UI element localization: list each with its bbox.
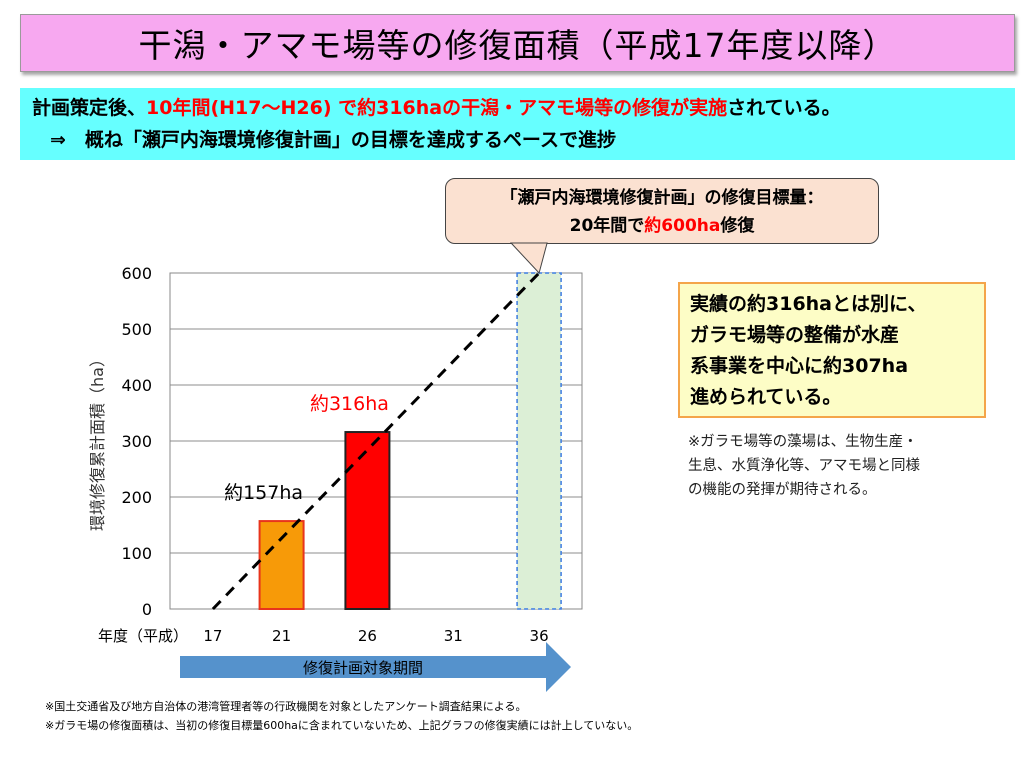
y-axis-label: 環境修復累計面積（ha） <box>88 351 107 531</box>
y-tick-label: 100 <box>121 544 152 563</box>
footnote-2: ※ガラモ場の修復面積は、当初の修復目標量600haに含まれていないため、上記グラ… <box>45 719 639 732</box>
summary-line-2: ⇒ 概ね「瀬戸内海環境修復計画」の目標を達成するペースで進捗 <box>50 129 616 151</box>
period-arrow-label: 修復計画対象期間 <box>303 659 423 677</box>
y-tick-label: 300 <box>121 432 152 451</box>
seaweed-bed-box: 実績の約316haとは別に、 ガラモ場等の整備が水産 系事業を中心に約307ha… <box>678 282 986 418</box>
y-tick-label: 600 <box>121 264 152 283</box>
seaweed-note: ※ガラモ場等の藻場は、生物生産・ 生息、水質浄化等、アマモ場と同様 の機能の発揮… <box>688 430 993 502</box>
period-arrow <box>180 642 571 692</box>
summary-box: 計画策定後、10年間(H17～H26) で約316haの干潟・アマモ場等の修復が… <box>20 88 1015 160</box>
note-line-1: ※ガラモ場等の藻場は、生物生産・ <box>688 434 918 450</box>
callout-line-2: 20年間で約600ha修復 <box>446 212 878 240</box>
footnotes: ※国土交通省及び地方自治体の港湾管理者等の行政機関を対象としたアンケート調査結果… <box>45 697 638 735</box>
target-callout: 「瀬戸内海環境修復計画」の修復目標量： 20年間で約600ha修復 <box>445 178 879 244</box>
title-box: 干潟・アマモ場等の修復面積（平成17年度以降） <box>20 14 1015 72</box>
x-axis-label: 年度（平成） <box>98 627 188 645</box>
chart-bars <box>258 272 562 611</box>
summary-text-highlight: 10年間(H17～H26) で約316haの干潟・アマモ場等の修復が実施 <box>146 97 728 119</box>
target-line <box>211 271 541 611</box>
footnote-1: ※国土交通省及び地方自治体の港湾管理者等の行政機関を対象としたアンケート調査結果… <box>45 700 527 713</box>
callout-line-1: 「瀬戸内海環境修復計画」の修復目標量： <box>500 188 824 208</box>
page-title: 干潟・アマモ場等の修復面積（平成17年度以降） <box>138 26 897 65</box>
y-tick-label: 400 <box>121 376 152 395</box>
x-tick-labels: 17 21 26 31 36 <box>203 627 548 645</box>
summary-text-c: されている。 <box>727 97 841 119</box>
y-tick-label: 0 <box>142 600 152 619</box>
x-tick-label: 31 <box>444 627 463 645</box>
x-tick-label: 17 <box>203 627 222 645</box>
callout-text-c: 修復 <box>720 216 755 236</box>
note-line-3: の機能の発揮が期待される。 <box>688 482 877 498</box>
y-tick-label: 500 <box>121 320 152 339</box>
right-box-line-4: 進められている。 <box>690 386 842 408</box>
y-tick-label: 200 <box>121 488 152 507</box>
x-tick-label: 36 <box>530 627 549 645</box>
x-tick-label: 26 <box>358 627 377 645</box>
summary-line-1: 計画策定後、10年間(H17～H26) で約316haの干潟・アマモ場等の修復が… <box>32 92 1003 124</box>
y-tick-labels: 0 100 200 300 400 500 600 <box>121 264 152 619</box>
right-box-line-1: 実績の約316haとは別に、 <box>690 293 927 315</box>
right-box-line-3: 系事業を中心に約307ha <box>690 355 909 377</box>
bar-value-label: 約157ha <box>224 482 303 504</box>
callout-pointer <box>509 242 548 275</box>
x-tick-label: 21 <box>272 627 291 645</box>
right-box-line-2: ガラモ場等の整備が水産 <box>690 324 900 346</box>
bar-labels: 約157ha 約316ha <box>224 393 389 504</box>
target-bar <box>516 272 562 610</box>
bar-value-label: 約316ha <box>310 393 389 415</box>
callout-text-a: 20年間で <box>569 216 645 236</box>
bar <box>344 431 391 611</box>
summary-text-a: 計画策定後、 <box>32 97 147 119</box>
bar <box>258 520 305 611</box>
note-line-2: 生息、水質浄化等、アマモ場と同様 <box>688 458 920 474</box>
callout-text-highlight: 約600ha <box>644 216 721 236</box>
